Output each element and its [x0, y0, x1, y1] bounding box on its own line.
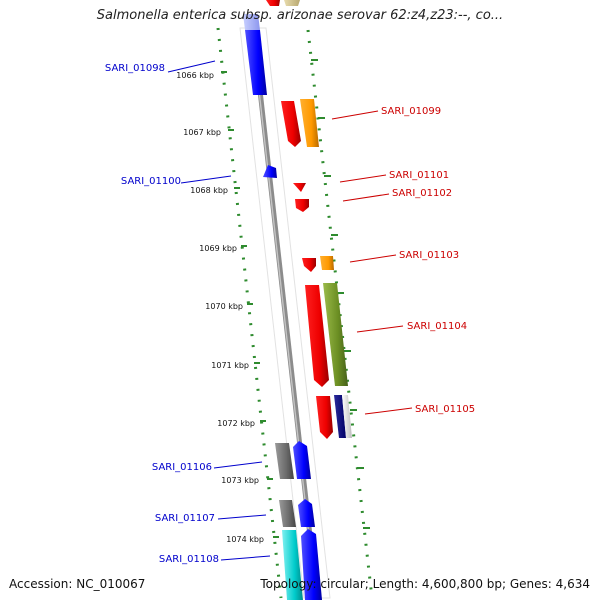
gene-label-sari-01099[interactable]: SARI_01099	[381, 106, 441, 117]
topology-text: Topology: circular; Length: 4,600,800 bp…	[260, 577, 590, 591]
gene-label-sari-01100[interactable]: SARI_01100	[121, 176, 181, 187]
gene-feature-sari-01107[interactable]	[298, 499, 315, 527]
strand-ticks	[311, 59, 370, 529]
ruler-tick-label: 1072 kbp	[217, 419, 255, 428]
gene-feature-sari-01103[interactable]	[302, 258, 316, 272]
ruler-tick-label: 1074 kbp	[226, 535, 264, 544]
gene-label-sari-01104[interactable]: SARI_01104	[407, 321, 467, 332]
gene-feature-sari-01098[interactable]	[243, 14, 267, 95]
gene-feature-sari-01102[interactable]	[295, 199, 309, 212]
gene-feature-sari-01105-neighbor[interactable]	[334, 395, 352, 438]
ruler-tick-label: 1069 kbp	[199, 244, 237, 253]
ruler-tick-label: 1070 kbp	[205, 302, 243, 311]
leader-line	[180, 175, 232, 184]
leader-line	[167, 60, 216, 73]
gene-feature-sari-01099-neighbor[interactable]	[300, 99, 319, 147]
gene-feature-sari-01100[interactable]	[263, 165, 277, 178]
gene-feature-sari-01108-neighbor[interactable]	[282, 530, 303, 600]
leader-line	[339, 174, 387, 183]
gene-label-sari-01107[interactable]: SARI_01107	[155, 513, 215, 524]
gene-label-sari-01103[interactable]: SARI_01103	[399, 250, 459, 261]
leader-line	[349, 254, 397, 263]
gene-feature-sari-01106[interactable]	[293, 441, 311, 479]
gene-label-sari-01108[interactable]: SARI_01108	[159, 554, 219, 565]
gene-feature-sari-01105[interactable]	[316, 396, 333, 439]
gene-label-sari-01102[interactable]: SARI_01102	[392, 188, 452, 199]
leader-lines	[167, 60, 413, 561]
leader-line	[220, 555, 271, 561]
gene-feature-sari-01106-neighbor[interactable]	[275, 443, 294, 479]
gene-label-sari-01098[interactable]: SARI_01098	[105, 63, 165, 74]
ruler-tick-label: 1071 kbp	[211, 361, 249, 370]
ruler-ticks	[221, 71, 279, 538]
leader-line	[217, 514, 267, 520]
gene-label-sari-01101[interactable]: SARI_01101	[389, 170, 449, 181]
leader-line	[356, 325, 404, 333]
ruler-tick-label: 1073 kbp	[221, 476, 259, 485]
gene-feature-sari-01101[interactable]	[293, 183, 306, 192]
leader-line	[342, 193, 390, 202]
gene-feature-sari-01099[interactable]	[281, 101, 301, 147]
ruler-tick-label: 1066 kbp	[176, 71, 214, 80]
ruler-tick-label: 1067 kbp	[183, 128, 221, 137]
leader-line	[364, 407, 413, 415]
leader-line	[331, 110, 379, 120]
gene-feature-sari-01104-neighbor[interactable]	[323, 283, 348, 386]
gene-label-sari-01106[interactable]: SARI_01106	[152, 462, 212, 473]
gene-label-sari-01105[interactable]: SARI_01105	[415, 404, 475, 415]
map-title: Salmonella enterica subsp. arizonae sero…	[96, 8, 504, 23]
gene-feature-sari-01108[interactable]	[301, 529, 322, 600]
gene-feature-sari-01104[interactable]	[305, 285, 329, 387]
accession-text: Accession: NC_010067	[9, 577, 146, 591]
gene-feature-sari-01107-neighbor[interactable]	[279, 500, 296, 527]
leader-line	[213, 461, 263, 469]
ruler-tick-label: 1068 kbp	[190, 186, 228, 195]
ruler-dotted-line	[216, 27, 283, 599]
feature-offscreen-top[interactable]	[266, 0, 300, 6]
gene-feature-sari-01103-neighbor[interactable]	[320, 256, 334, 270]
